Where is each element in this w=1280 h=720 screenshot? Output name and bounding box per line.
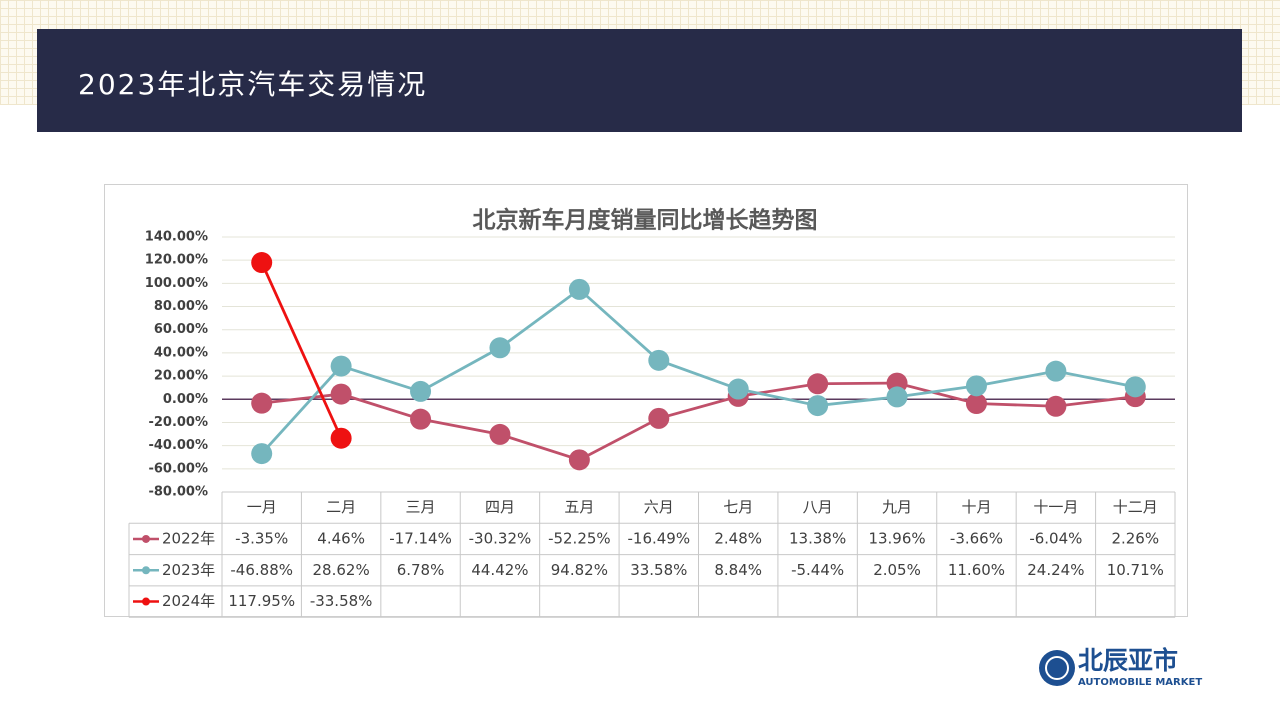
x-tick-label: 八月 [803, 498, 833, 516]
x-tick-label: 二月 [326, 498, 356, 516]
legend-label: 2023年 [162, 561, 215, 579]
table-cell: 13.96% [868, 529, 925, 547]
table-cell: -33.58% [310, 592, 373, 610]
table-cell: 2.26% [1111, 529, 1159, 547]
y-tick-label: 60.00% [154, 322, 208, 337]
data-point [727, 378, 749, 400]
logo-subtitle: AUTOMOBILE MARKET [1078, 677, 1202, 688]
data-point [568, 449, 590, 471]
logo-name: 北辰亚市 [1078, 646, 1178, 675]
y-tick-label: 80.00% [154, 299, 208, 314]
y-tick-label: 120.00% [145, 253, 208, 268]
x-tick-label: 三月 [406, 498, 436, 516]
legend-marker [142, 566, 150, 575]
table-cell: 8.84% [714, 561, 762, 579]
table-cell: -3.35% [235, 529, 288, 547]
data-point [489, 423, 511, 445]
table-cell: 11.60% [948, 561, 1005, 579]
table-cell: -5.44% [791, 561, 844, 579]
table-cell: 28.62% [313, 561, 370, 579]
data-point [251, 443, 273, 465]
y-tick-label: 100.00% [145, 276, 208, 291]
x-tick-label: 五月 [564, 498, 594, 516]
data-point [807, 395, 829, 417]
x-tick-label: 九月 [882, 498, 912, 516]
x-tick-label: 十月 [961, 498, 991, 516]
x-tick-label: 一月 [247, 498, 277, 516]
table-cell: 24.24% [1027, 561, 1084, 579]
legend-label: 2022年 [162, 529, 215, 547]
table-cell: 2.48% [714, 529, 762, 547]
header-title: 2023年北京汽车交易情况 [78, 68, 428, 101]
table-cell: 2.05% [873, 561, 921, 579]
table-cell: -17.14% [389, 529, 452, 547]
table-cell: 44.42% [471, 561, 528, 579]
y-tick-label: 40.00% [154, 345, 208, 360]
data-point [410, 408, 432, 430]
table-cell: -16.49% [627, 529, 690, 547]
table-cell: 94.82% [551, 561, 608, 579]
y-tick-label: 0.00% [163, 392, 208, 407]
data-point [251, 392, 273, 414]
y-tick-label: -40.00% [148, 438, 208, 453]
x-tick-label: 十二月 [1113, 498, 1158, 516]
logo-icon-ring [1045, 656, 1069, 680]
data-point [648, 349, 670, 371]
logo: 北辰亚市 AUTOMOBILE MARKET [1039, 646, 1202, 688]
data-point [251, 252, 273, 274]
data-point [965, 375, 987, 397]
legend-label: 2024年 [162, 592, 215, 610]
y-tick-label: -20.00% [148, 415, 208, 430]
x-tick-label: 四月 [485, 498, 515, 516]
data-point [410, 380, 432, 402]
data-point [1124, 376, 1146, 398]
table-cell: 117.95% [228, 592, 295, 610]
data-point [330, 427, 352, 449]
table-cell: -52.25% [548, 529, 611, 547]
table-cell: -3.66% [950, 529, 1003, 547]
data-point [568, 278, 590, 300]
data-point [1045, 395, 1067, 417]
series-line [261, 381, 1136, 462]
data-point [489, 337, 511, 359]
data-point [807, 373, 829, 395]
y-tick-label: -60.00% [148, 461, 208, 476]
data-point [1045, 360, 1067, 382]
x-tick-label: 七月 [723, 498, 753, 516]
x-tick-label: 十一月 [1033, 498, 1078, 516]
table-cell: -30.32% [469, 529, 532, 547]
legend-marker [142, 597, 150, 606]
table-cell: 33.58% [630, 561, 687, 579]
data-point [648, 407, 670, 429]
table-cell: -46.88% [230, 561, 293, 579]
series-line [260, 287, 1136, 455]
x-tick-label: 六月 [644, 498, 674, 516]
series-line [260, 261, 343, 439]
chart-title: 北京新车月度销量同比增长趋势图 [473, 207, 818, 234]
data-point [886, 386, 908, 408]
logo-icon [1039, 650, 1075, 686]
y-tick-label: -80.00% [148, 485, 208, 500]
data-point [330, 355, 352, 377]
table-cell: 6.78% [397, 561, 445, 579]
header-bar: 2023年北京汽车交易情况 [37, 29, 1242, 132]
y-tick-label: 140.00% [145, 230, 208, 245]
data-point [965, 393, 987, 415]
table-cell: -6.04% [1029, 529, 1082, 547]
legend-marker [142, 534, 150, 543]
data-point [330, 383, 352, 405]
table-cell: 10.71% [1107, 561, 1164, 579]
y-tick-label: 20.00% [154, 369, 208, 384]
table-cell: 13.38% [789, 529, 846, 547]
table-cell: 4.46% [317, 529, 365, 547]
